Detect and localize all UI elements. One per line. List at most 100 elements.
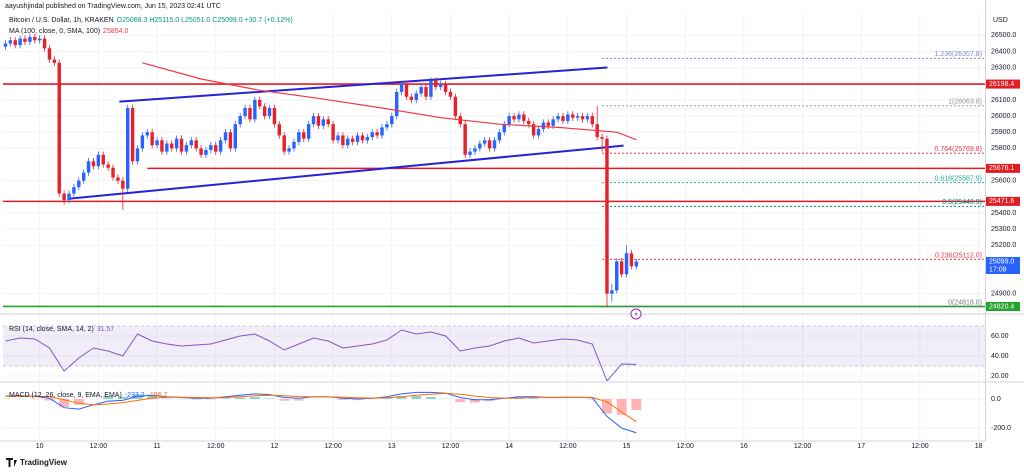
candle-body <box>610 290 614 294</box>
macd-histogram-bar <box>103 396 114 399</box>
candle-body <box>424 87 428 97</box>
macd-histogram-bar <box>352 398 363 401</box>
candle-body <box>302 132 306 139</box>
price-tag-label: 25676.1 <box>989 165 1014 172</box>
symbol-line: Bitcoin / U.S. Dollar, 1h, KRAKEN O25068.… <box>9 17 293 24</box>
candle-body <box>585 116 590 120</box>
candle-body <box>130 108 135 162</box>
candle-body <box>77 180 81 188</box>
candle-body <box>507 116 511 125</box>
macd-line <box>5 392 637 423</box>
candle-body <box>370 132 374 138</box>
y-tick-label: 24900.0 <box>991 290 1016 297</box>
candle-body <box>160 140 164 152</box>
candle-body <box>365 137 370 141</box>
candle-body <box>223 132 228 141</box>
candle-body <box>258 99 262 107</box>
candle-body <box>326 119 330 125</box>
macd-legend: MACD (12, 26, close, 9, EMA, EMA) -233.2-… <box>9 392 168 399</box>
candle-body <box>199 148 203 155</box>
candle-body <box>96 154 101 167</box>
footer: TradingView <box>6 458 68 467</box>
price-pane: 1.236(26357.8) 1(26063.8) 0.764(25769.8) 0.… <box>3 12 985 313</box>
candle-body <box>292 141 296 149</box>
candle-body <box>282 135 286 152</box>
currency: USD <box>993 17 1008 24</box>
candle-body <box>306 124 311 139</box>
y-tick-label: 26300.0 <box>991 65 1016 72</box>
candle-body <box>482 140 487 144</box>
y-tick-label: 40.00 <box>991 353 1009 360</box>
candle-body <box>47 48 52 60</box>
candle-body <box>116 177 120 181</box>
fib-label: 0.5(25440.9) <box>942 199 982 206</box>
y-tick-label: 0.0 <box>991 396 1001 403</box>
candle-body <box>248 108 252 120</box>
candle-body <box>135 148 140 162</box>
candle-body <box>101 154 105 165</box>
rsi-band <box>3 326 985 366</box>
candle-body <box>331 124 335 141</box>
candle-body <box>531 124 536 136</box>
candle-body <box>321 119 326 126</box>
macd-histogram-bar <box>73 398 84 405</box>
candle-body <box>404 83 409 97</box>
publisher: aayushjindal published on TradingView.co… <box>5 3 221 10</box>
y-tick-label: 60.00 <box>991 333 1009 340</box>
y-tick-label: 20.00 <box>991 373 1009 380</box>
axes: 10 12:00 11 12:00 12 12:00 13 12:00 14 12:00 15 12:… <box>0 0 1024 450</box>
price-tag <box>986 196 1020 206</box>
fib-label: 0.618(25587.9) <box>935 175 982 182</box>
y-tick-label: 26500.0 <box>991 32 1016 39</box>
candle-body <box>262 106 267 117</box>
rsi-title: RSI (14, close, SMA, 14, 2) <box>9 326 94 333</box>
candle-body <box>355 135 360 142</box>
macd-histogram-bar <box>117 396 128 399</box>
countdown-label: 17:08 <box>989 266 1007 273</box>
macd-histogram-bar <box>220 398 231 399</box>
fib-label: 1(26063.8) <box>948 99 982 106</box>
candle-body <box>463 124 467 155</box>
candle-body <box>37 38 42 41</box>
symbol: Bitcoin / U.S. Dollar, 1h, KRAKEN <box>9 17 114 24</box>
candle-body <box>228 132 233 149</box>
candle-body <box>8 40 13 44</box>
last-price-tag <box>986 257 1020 275</box>
candle-body <box>429 80 433 97</box>
last-price-label: 25099.0 <box>989 258 1014 265</box>
candle-body <box>536 129 541 136</box>
candle-body <box>272 108 277 125</box>
candle-body <box>546 122 550 126</box>
candle-body <box>448 91 453 97</box>
candle-body <box>233 124 238 149</box>
macd-histogram-bar <box>470 398 480 403</box>
candle-body <box>492 140 497 149</box>
candle-body <box>316 116 321 126</box>
candle-body <box>561 116 565 121</box>
x-tick-label: 12:00 <box>207 443 225 450</box>
candle-body <box>267 108 272 117</box>
candle-body <box>390 116 394 125</box>
candle-body <box>468 151 472 155</box>
x-tick-label: 12:00 <box>442 443 460 450</box>
trendline <box>119 66 608 103</box>
candle-body <box>566 114 570 121</box>
x-tick-label: 13 <box>388 443 396 450</box>
candle-body <box>67 193 71 201</box>
fib-label: 1.236(26357.8) <box>935 51 982 58</box>
rsi-pane <box>3 315 985 381</box>
fib-label: 0(24818.0) <box>948 300 982 307</box>
candle-body <box>238 116 242 125</box>
candle-body <box>341 135 345 146</box>
ma-value: 25854.0 <box>103 28 128 35</box>
y-tick-label: 25300.0 <box>991 226 1016 233</box>
candle-body <box>487 140 492 149</box>
fib-label: 0.764(25769.8) <box>935 146 982 153</box>
candle-body <box>517 114 521 120</box>
y-tick-label: 26000.0 <box>991 113 1016 120</box>
macd-histogram-bar <box>337 398 348 400</box>
candle-body <box>527 120 531 125</box>
candle-body <box>512 116 516 120</box>
y-tick-label: 25900.0 <box>991 129 1016 136</box>
